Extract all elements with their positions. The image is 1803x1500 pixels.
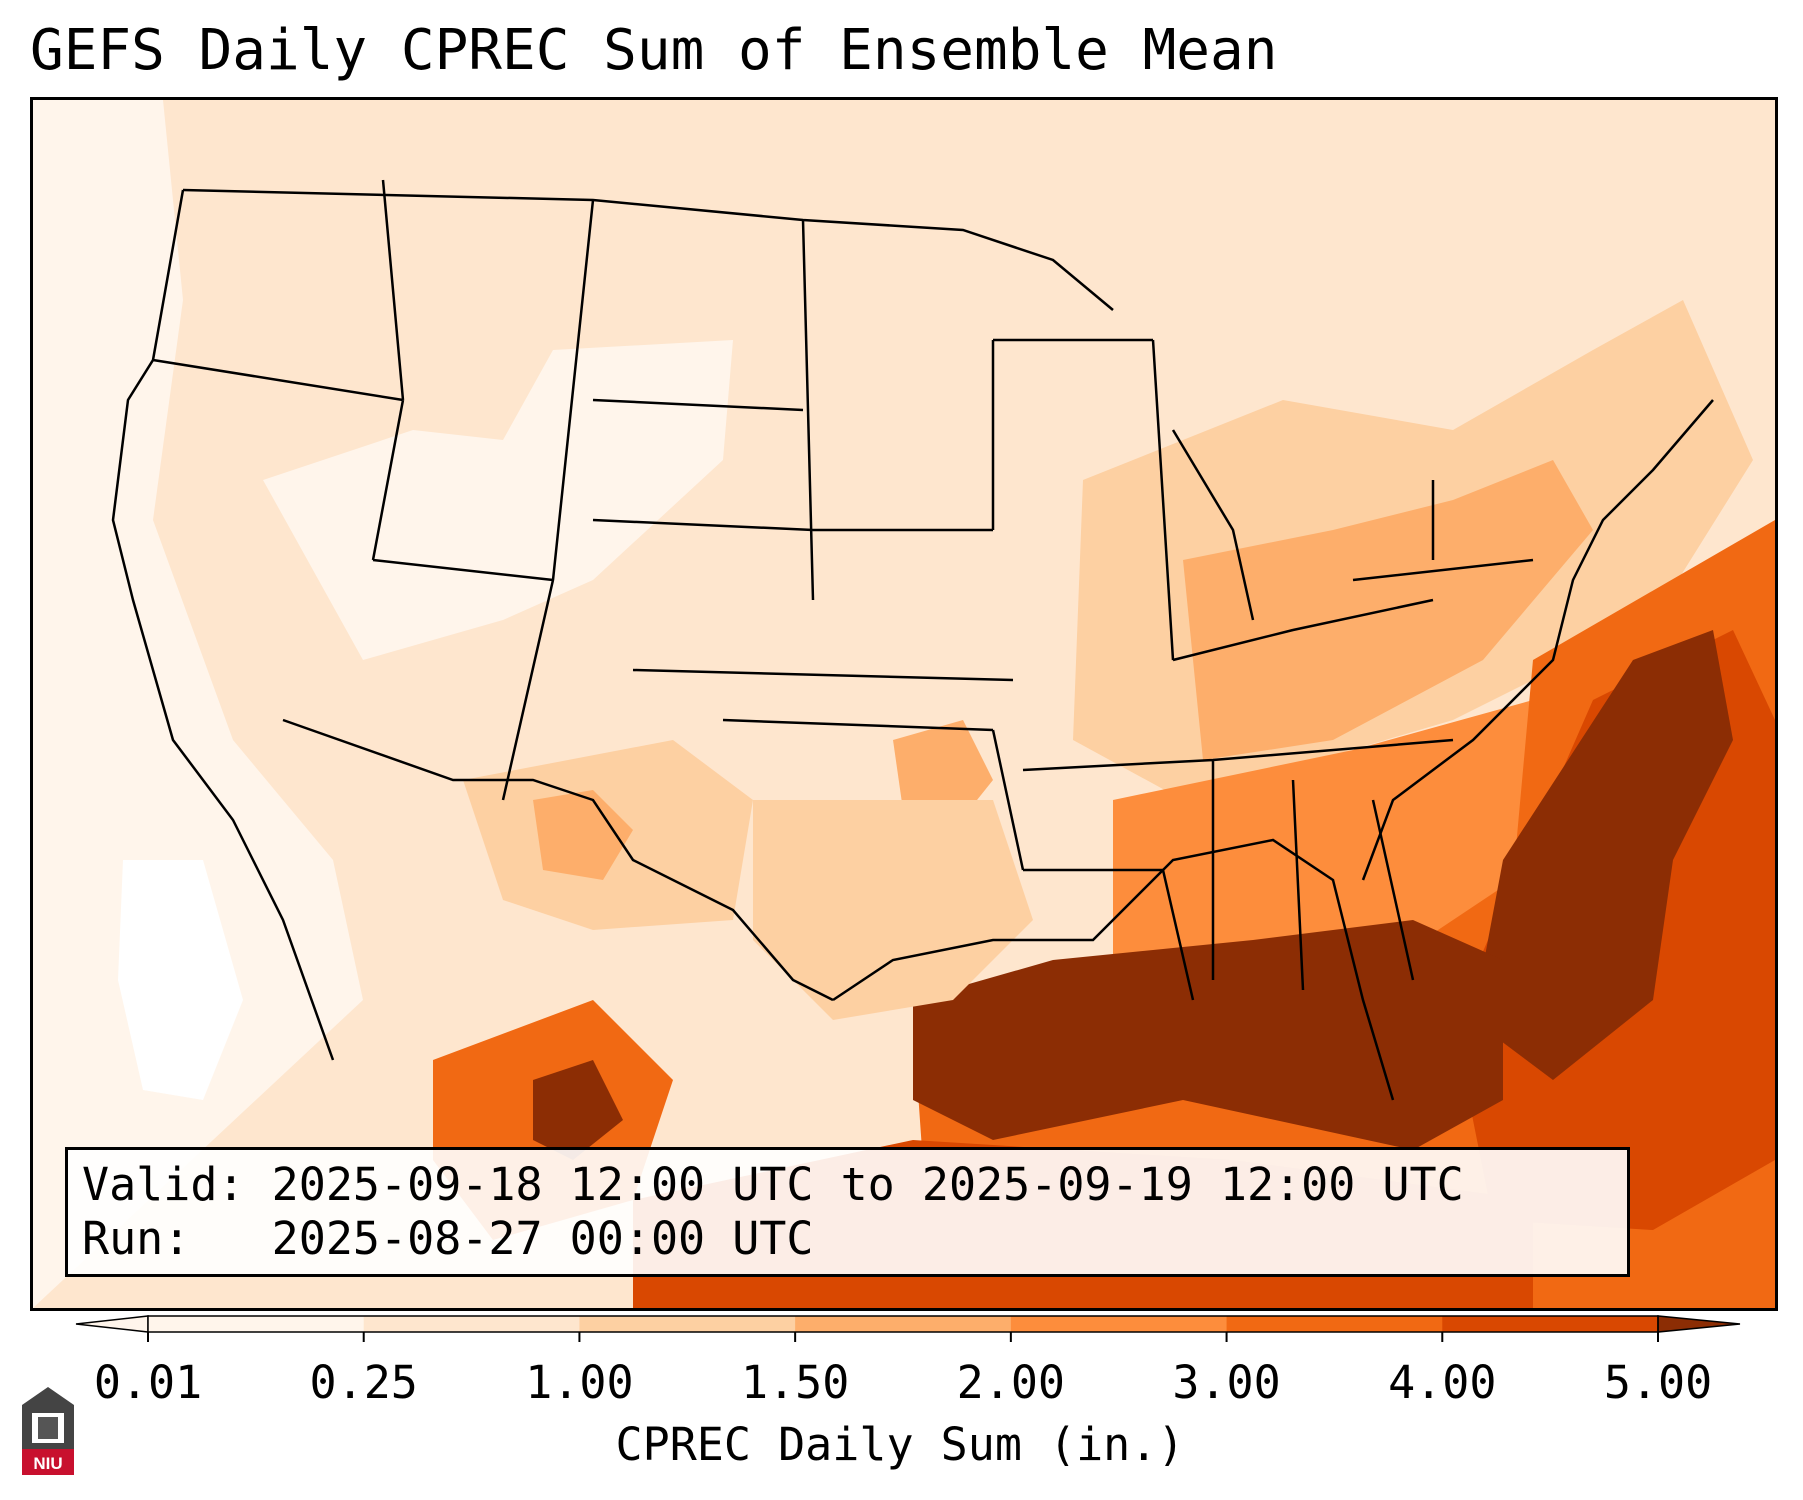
niu-logo-text: NIU <box>33 1454 62 1473</box>
precip-map <box>33 100 1775 1308</box>
colorbar-frame <box>147 1315 1659 1333</box>
valid-run-info-box: Valid: 2025-09-18 12:00 UTC to 2025-09-1… <box>65 1147 1630 1277</box>
colorbar-segment <box>1442 1316 1659 1332</box>
precip-region-gulf-max <box>913 920 1503 1150</box>
colorbar-tick-label: 0.01 <box>93 1356 203 1409</box>
colorbar-tick-label: 1.00 <box>525 1356 634 1409</box>
colorbar-segment <box>363 1316 580 1332</box>
colorbar-extend-high <box>1657 1315 1741 1333</box>
precip-region-west-light <box>33 100 363 1308</box>
precip-region-mexico-max <box>533 1060 623 1160</box>
precip-region-atlantic-max <box>1473 630 1733 1080</box>
precip-region-texas <box>753 800 1033 1020</box>
colorbar-segment <box>1226 1316 1443 1332</box>
colorbar <box>75 1315 1741 1342</box>
niu-tower-icon: NIU <box>22 1387 74 1475</box>
precip-region-pacific-min <box>118 860 243 1100</box>
colorbar-tick-label: 3.00 <box>1172 1356 1281 1409</box>
colorbar-tick-label: 0.25 <box>309 1356 418 1409</box>
run-time-text: Run: 2025-08-27 00:00 UTC <box>82 1212 814 1265</box>
page-title: GEFS Daily CPREC Sum of Ensemble Mean <box>30 18 1278 83</box>
colorbar-segment <box>579 1316 796 1332</box>
map-panel <box>30 97 1778 1311</box>
colorbar-segment <box>795 1316 1012 1332</box>
valid-time-text: Valid: 2025-09-18 12:00 UTC to 2025-09-1… <box>82 1158 1464 1211</box>
colorbar-tick-label: 1.50 <box>740 1356 850 1409</box>
colorbar-segment <box>1010 1316 1228 1332</box>
boundary-lines <box>111 179 1714 1101</box>
colorbar-segment <box>148 1316 365 1332</box>
precip-region-sw-patch <box>533 790 633 880</box>
colorbar-tick-label: 2.00 <box>956 1356 1066 1409</box>
colorbar-tick-label: 4.00 <box>1388 1356 1497 1409</box>
precip-region-intermountain <box>263 340 733 660</box>
colorbar-tick-label: 5.00 <box>1603 1356 1713 1409</box>
colorbar-extend-low <box>75 1315 149 1333</box>
colorbar-label: CPREC Daily Sum (in.) <box>615 1418 1185 1471</box>
